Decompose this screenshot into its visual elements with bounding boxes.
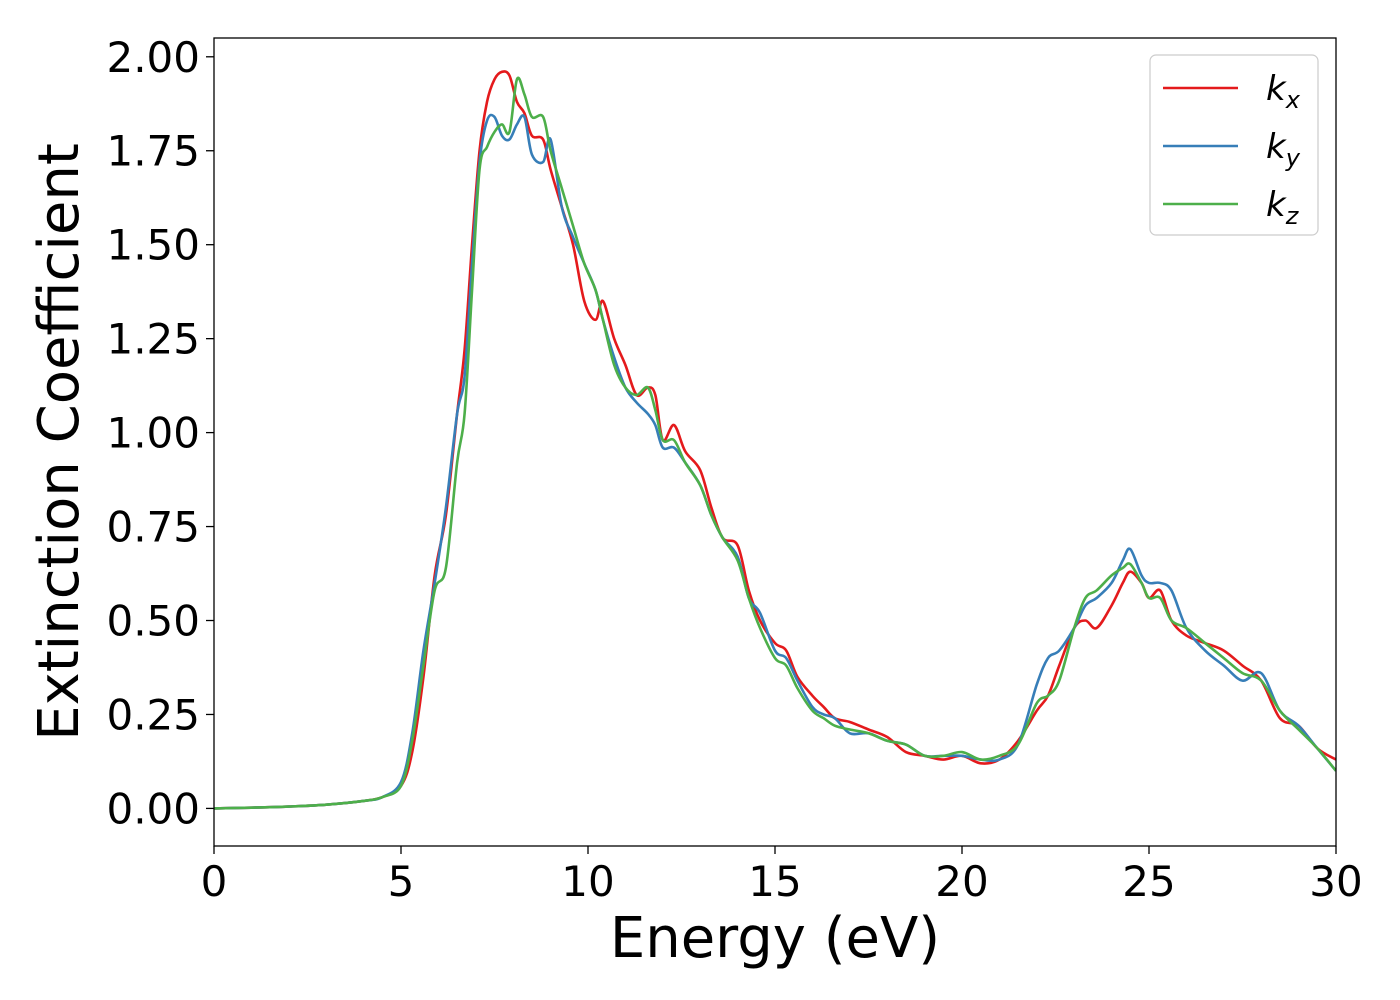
series-layer [214,70,1336,810]
y-tick-label: 0.00 [106,784,200,833]
legend: kx ky kz [1149,54,1319,236]
y-tick-label: 1.25 [106,315,200,364]
y-tick-label: 0.75 [106,503,200,552]
y-tick-label: 1.75 [106,127,200,176]
x-axis-title: Energy (eV) [610,906,940,971]
x-tick-label: 25 [1122,857,1175,906]
y-axis-title: Extinction Coefficient [27,143,92,741]
legend-label-kz: kz [1266,185,1300,230]
y-tick-label: 1.00 [106,409,200,458]
series-line-kz [214,76,1336,810]
x-tick-label: 5 [388,857,415,906]
legend-label-ky: ky [1266,127,1301,172]
y-tick-label: 2.00 [106,33,200,82]
x-tick-label: 10 [561,857,614,906]
axis-ticks: 0 5 10 15 20 25 30 0.00 0.25 0.50 0.75 1.00 1.25 1.50… [106,33,1362,906]
legend-label-kx: kx [1266,69,1301,114]
y-tick-label: 1.50 [106,221,200,270]
y-tick-label: 0.25 [106,690,200,739]
x-tick-label: 30 [1309,857,1362,906]
series-line-kx [214,70,1336,810]
x-tick-label: 15 [748,857,801,906]
x-tick-label: 20 [935,857,988,906]
y-tick-label: 0.50 [106,597,200,646]
x-tick-label: 0 [201,857,228,906]
